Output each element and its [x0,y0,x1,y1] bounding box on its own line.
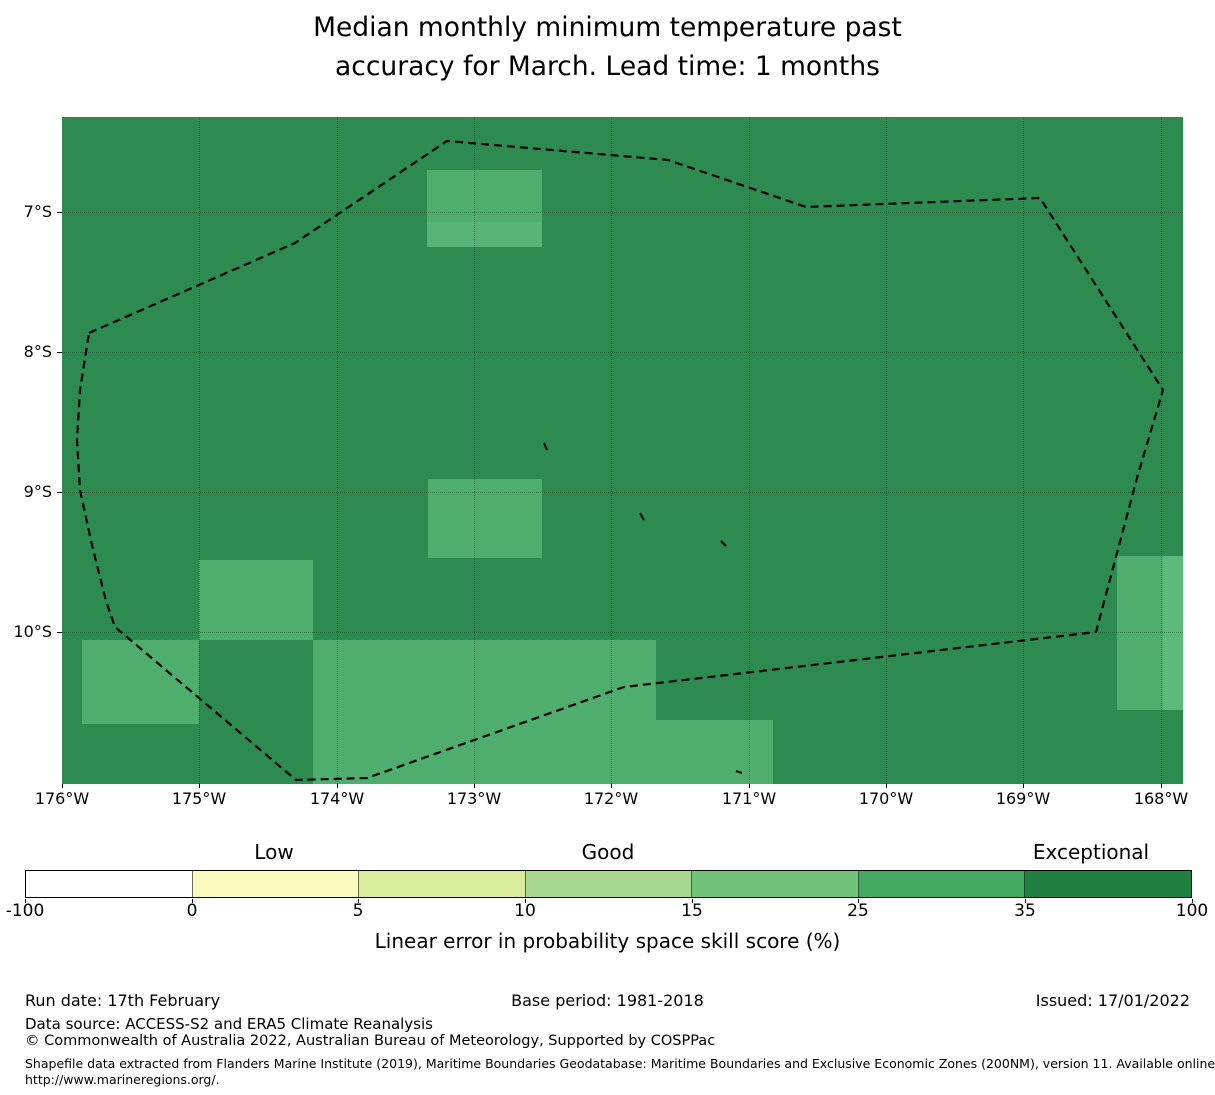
base-period-text: Base period: 1981-2018 [511,991,704,1010]
eez-boundary-polygon [75,139,1165,782]
y-axis-tick-label: 9°S [23,482,52,502]
x-axis-tick-mark [749,784,750,788]
y-axis-tick-mark [57,632,62,633]
shapefile-attribution-line2: http://www.marineregions.org/. [25,1072,220,1087]
graticule-line-vertical [1023,117,1024,784]
colorbar-tick-mark [192,899,193,903]
x-axis-tick-mark [474,784,475,788]
x-axis-tick-mark [1023,784,1024,788]
issued-date-text: Issued: 17/01/2022 [1035,991,1190,1010]
map-skill-cell [313,640,656,784]
colorbar-tick-label: 10 [514,901,536,921]
x-axis-tick-label: 172°W [583,789,639,808]
y-axis-tick-label: 10°S [13,622,52,642]
colorbar-axis-label: Linear error in probability space skill … [374,929,841,953]
colorbar-tick-mark [525,899,526,903]
colorbar-tick-label: 0 [186,901,198,921]
graticule-line-vertical [886,117,887,784]
x-axis-tick-label: 173°W [446,789,502,808]
graticule-line-vertical [474,117,475,784]
colorbar-segment [857,871,1025,897]
colorbar-tick-label: 100 [1175,901,1209,921]
colorbar-tick-mark [1192,899,1193,903]
x-axis-tick-mark [886,784,887,788]
map-skill-cell [427,222,542,247]
map-skill-cell [428,479,542,558]
x-axis-tick-label: 168°W [1133,789,1189,808]
island-outline [735,770,743,774]
graticule-line-horizontal [62,492,1183,493]
x-axis-tick-mark [62,784,63,788]
graticule-line-horizontal [62,632,1183,633]
colorbar-tick-mark [692,899,693,903]
y-axis-tick-mark [57,492,62,493]
x-axis-tick-label: 170°W [858,789,914,808]
data-source-text: Data source: ACCESS-S2 and ERA5 Climate … [25,1015,433,1033]
colorbar-segment [691,871,858,897]
map-plot-area [62,117,1183,784]
graticule-line-vertical [1161,117,1162,784]
y-axis-tick-label: 7°S [23,202,52,222]
graticule-line-horizontal [62,352,1183,353]
colorbar-segment [358,871,525,897]
shapefile-attribution-line1: Shapefile data extracted from Flanders M… [25,1056,1215,1071]
graticule-line-vertical [611,117,612,784]
x-axis-tick-label: 175°W [171,789,227,808]
graticule-line-vertical [337,117,338,784]
map-skill-cell [199,560,313,640]
colorbar-segment [1024,871,1192,897]
map-skill-cell [1163,556,1183,710]
graticule-line-vertical [749,117,750,784]
y-axis-tick-mark [57,352,62,353]
x-axis-tick-mark [337,784,338,788]
y-axis-tick-label: 8°S [23,342,52,362]
colorbar-segment [524,871,692,897]
colorbar-tick-label: 35 [1014,901,1036,921]
colorbar-segment [191,871,359,897]
x-axis-tick-label: 176°W [34,789,90,808]
x-axis-tick-mark [1161,784,1162,788]
colorbar-segment [26,871,192,897]
x-axis-tick-label: 171°W [721,789,777,808]
colorbar-tick-mark [358,899,359,903]
x-axis-tick-mark [611,784,612,788]
eez-boundary-layer [75,139,1165,782]
chart-title-line2: accuracy for March. Lead time: 1 months [335,51,880,82]
island-outline [720,540,727,547]
y-axis-tick-mark [57,212,62,213]
colorbar-category-label: Low [254,840,294,864]
map-skill-cell [1117,556,1163,710]
graticule-line-horizontal [62,212,1183,213]
colorbar-category-label: Exceptional [1032,840,1150,864]
colorbar-tick-mark [25,899,26,903]
colorbar [25,870,1192,898]
colorbar-tick-label: 5 [352,901,364,921]
chart-title-line1: Median monthly minimum temperature past [313,12,902,43]
colorbar-tick-mark [858,899,859,903]
colorbar-tick-label: 25 [847,901,869,921]
map-skill-cell [656,720,773,784]
x-axis-tick-label: 174°W [309,789,365,808]
colorbar-tick-label: 15 [681,901,703,921]
x-axis-tick-mark [199,784,200,788]
island-outline [639,512,645,521]
colorbar-category-label: Good [581,840,635,864]
x-axis-tick-label: 169°W [995,789,1051,808]
colorbar-tick-label: -100 [5,901,45,921]
island-outline [543,442,548,451]
run-date-text: Run date: 17th February [25,991,221,1010]
graticule-line-vertical [199,117,200,784]
copyright-text: © Commonwealth of Australia 2022, Austra… [25,1033,716,1049]
colorbar-tick-mark [1025,899,1026,903]
